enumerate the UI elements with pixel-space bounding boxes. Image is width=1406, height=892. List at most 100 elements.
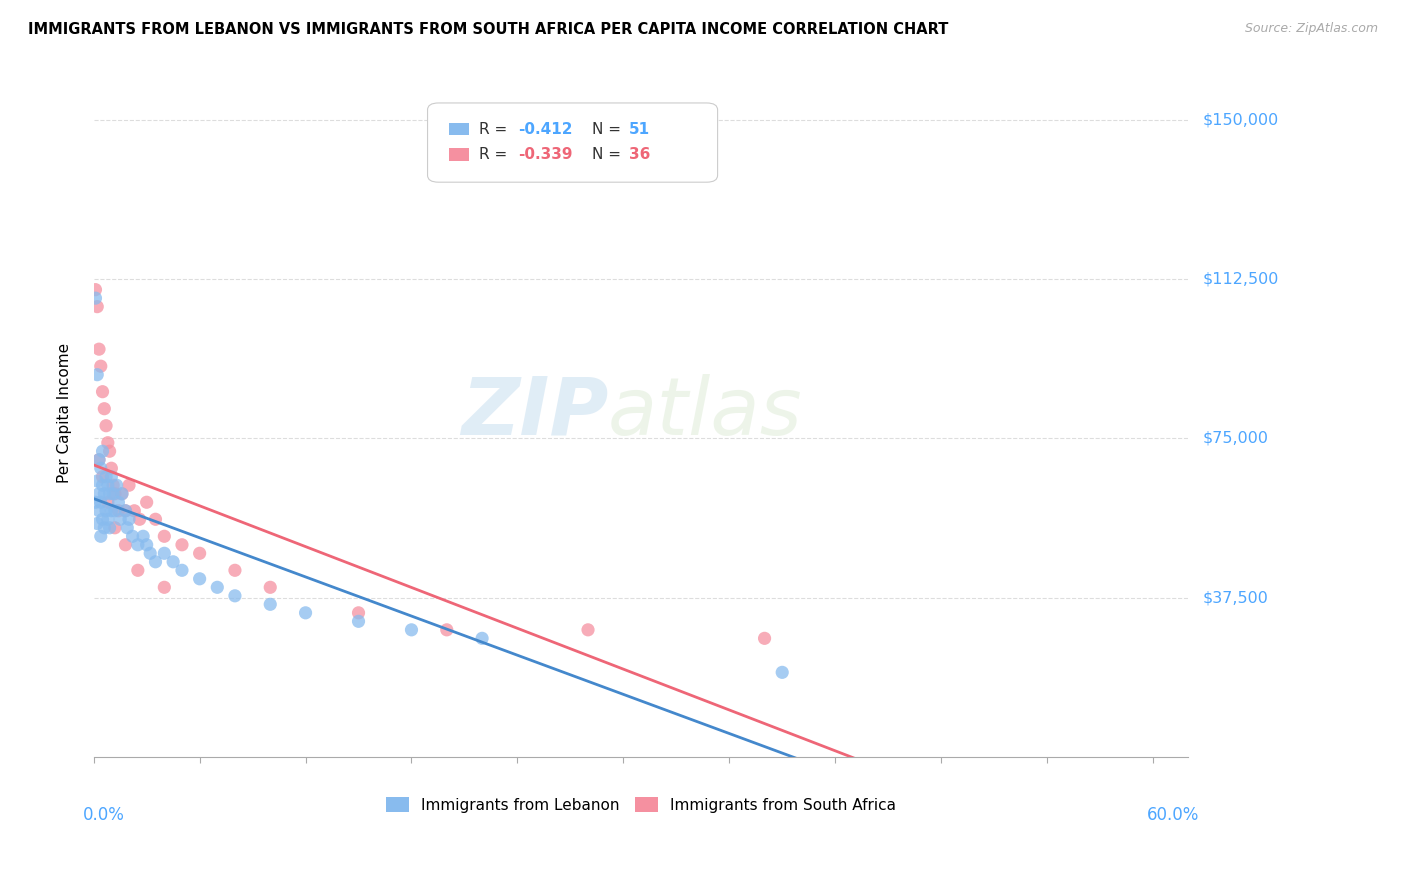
Text: 0.0%: 0.0%	[83, 805, 125, 823]
Text: Source: ZipAtlas.com: Source: ZipAtlas.com	[1244, 22, 1378, 36]
Point	[224, 563, 246, 577]
Point	[259, 580, 281, 594]
Point	[105, 478, 128, 492]
Point	[153, 529, 176, 543]
Point	[153, 580, 176, 594]
Point	[100, 504, 122, 518]
Point	[145, 555, 167, 569]
Point	[104, 487, 127, 501]
Point	[770, 665, 793, 680]
Point	[139, 546, 162, 560]
Point	[170, 563, 193, 577]
Point	[98, 521, 121, 535]
Point	[188, 546, 211, 560]
Text: -0.339: -0.339	[519, 147, 572, 162]
Point	[128, 512, 150, 526]
Point	[188, 572, 211, 586]
Point	[121, 529, 143, 543]
Bar	[450, 123, 470, 136]
Point	[107, 504, 129, 518]
Point	[101, 478, 124, 492]
Point	[104, 504, 127, 518]
Point	[97, 478, 120, 492]
Point	[91, 478, 114, 492]
Point	[90, 359, 112, 374]
Legend: Immigrants from Lebanon, Immigrants from South Africa: Immigrants from Lebanon, Immigrants from…	[380, 790, 903, 819]
Point	[576, 623, 599, 637]
Point	[87, 342, 110, 356]
Text: 60.0%: 60.0%	[1147, 805, 1199, 823]
Point	[127, 563, 149, 577]
Bar	[450, 148, 470, 161]
Y-axis label: Per Capita Income: Per Capita Income	[58, 343, 72, 483]
Text: $150,000: $150,000	[1202, 112, 1278, 127]
Point	[224, 589, 246, 603]
Point	[347, 606, 370, 620]
Point	[86, 300, 108, 314]
Point	[84, 291, 107, 305]
Point	[86, 368, 108, 382]
Point	[94, 504, 117, 518]
Point	[114, 538, 136, 552]
Point	[436, 623, 458, 637]
Text: $112,500: $112,500	[1202, 271, 1278, 286]
Point	[86, 516, 108, 531]
Point	[108, 512, 131, 526]
Point	[87, 487, 110, 501]
Point	[294, 606, 316, 620]
Point	[94, 418, 117, 433]
Point	[94, 469, 117, 483]
Point	[93, 487, 115, 501]
Point	[87, 504, 110, 518]
Point	[84, 495, 107, 509]
Point	[754, 632, 776, 646]
Text: 36: 36	[628, 147, 651, 162]
Text: $75,000: $75,000	[1202, 431, 1268, 446]
Point	[97, 512, 120, 526]
Point	[127, 538, 149, 552]
Point	[100, 461, 122, 475]
Point	[111, 487, 134, 501]
Text: $37,500: $37,500	[1202, 591, 1268, 606]
Point	[98, 444, 121, 458]
Text: 51: 51	[628, 121, 650, 136]
Point	[101, 487, 124, 501]
Point	[118, 478, 141, 492]
Point	[207, 580, 229, 594]
Point	[98, 487, 121, 501]
Point	[90, 529, 112, 543]
Text: atlas: atlas	[609, 374, 803, 452]
Point	[111, 487, 134, 501]
Point	[91, 444, 114, 458]
FancyBboxPatch shape	[427, 103, 717, 182]
Point	[93, 401, 115, 416]
Text: N =: N =	[592, 147, 626, 162]
Point	[91, 384, 114, 399]
Point	[86, 474, 108, 488]
Point	[259, 597, 281, 611]
Point	[91, 512, 114, 526]
Point	[118, 512, 141, 526]
Point	[90, 495, 112, 509]
Point	[162, 555, 184, 569]
Point	[84, 283, 107, 297]
Text: R =: R =	[479, 121, 512, 136]
Text: IMMIGRANTS FROM LEBANON VS IMMIGRANTS FROM SOUTH AFRICA PER CAPITA INCOME CORREL: IMMIGRANTS FROM LEBANON VS IMMIGRANTS FR…	[28, 22, 949, 37]
Point	[114, 504, 136, 518]
Point	[471, 632, 494, 646]
Point	[132, 529, 155, 543]
Point	[104, 521, 127, 535]
Text: N =: N =	[592, 121, 626, 136]
Point	[153, 546, 176, 560]
Point	[100, 469, 122, 483]
Point	[97, 435, 120, 450]
Point	[135, 538, 157, 552]
Point	[117, 521, 139, 535]
Point	[347, 615, 370, 629]
Text: -0.412: -0.412	[519, 121, 572, 136]
Point	[124, 504, 146, 518]
Point	[87, 452, 110, 467]
Point	[114, 504, 136, 518]
Point	[97, 495, 120, 509]
Text: R =: R =	[479, 147, 512, 162]
